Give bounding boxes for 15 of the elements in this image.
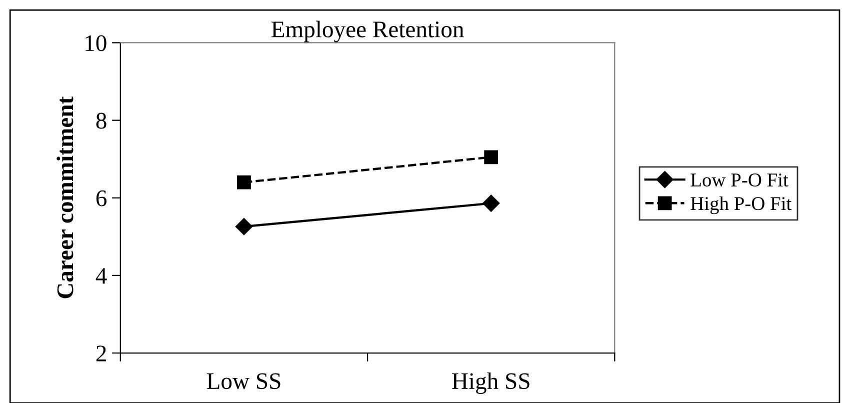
point [484,150,498,164]
point [237,175,251,190]
y-axis-title: Career commitment [56,96,74,298]
point [482,194,500,212]
chart-title: Employee Retention [271,20,464,42]
x-tick-label: High SS [452,372,530,394]
y-tick-label: 4 [96,268,107,284]
point [235,218,253,236]
y-tick-label: 10 [86,35,106,52]
y-tick-label: 8 [96,112,106,129]
legend-label: Low P-O Fit [690,173,788,187]
legend-label: High P-O Fit [690,196,792,214]
y-tick-label: 6 [96,190,107,206]
x-tick-label: Low SS [206,373,280,390]
y-tick-label: 2 [96,346,106,362]
